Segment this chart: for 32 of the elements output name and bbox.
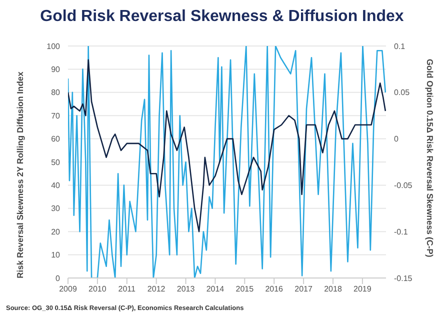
x-tick-label: 2010 <box>88 284 107 294</box>
y-tick-label: 80 <box>51 88 61 98</box>
y-tick-label: 100 <box>46 42 61 51</box>
y2-tick-label: -0.1 <box>394 227 408 236</box>
x-tick-label: 2016 <box>265 284 284 294</box>
line-series <box>68 59 386 232</box>
x-tick-label: 2012 <box>147 284 166 294</box>
y2-tick-label: -0.05 <box>394 181 413 190</box>
y-tick-label: 40 <box>51 181 61 190</box>
y-tick-label: 0 <box>56 274 61 283</box>
y-tick-label: 30 <box>51 204 61 214</box>
y-tick-label: 10 <box>51 250 61 260</box>
x-tick-label: 2018 <box>324 284 342 294</box>
y-axis-title: Risk Reversal Skewness 2Y Rolling Diffusion Index <box>15 72 25 278</box>
y2-tick-label: 0.05 <box>394 88 410 98</box>
x-tick-label: 2009 <box>59 284 78 294</box>
x-tick-label: 2015 <box>236 284 254 294</box>
y-tick-label: 70 <box>51 111 61 120</box>
y2-tick-label: -0.15 <box>394 274 413 283</box>
y2-tick-label: 0 <box>394 134 399 144</box>
x-tick-label: 2014 <box>206 284 225 294</box>
x-tick-label: 2013 <box>176 284 196 294</box>
x-tick-label: 2017 <box>294 284 314 294</box>
y2-tick-label: 0.1 <box>394 42 406 51</box>
y2-axis-title: Gold Option 0.15Δ Risk Reversal Skewness (C-P) <box>425 58 435 258</box>
y-tick-label: 60 <box>51 134 61 144</box>
y-tick-label: 50 <box>51 158 61 167</box>
x-tick-label: 2011 <box>118 284 136 294</box>
y-tick-label: 90 <box>51 65 61 74</box>
x-tick-label: 2019 <box>354 284 372 294</box>
y-tick-label: 20 <box>51 227 61 236</box>
chart-title: Gold Risk Reversal Skewness & Diffusion Index <box>39 8 405 26</box>
